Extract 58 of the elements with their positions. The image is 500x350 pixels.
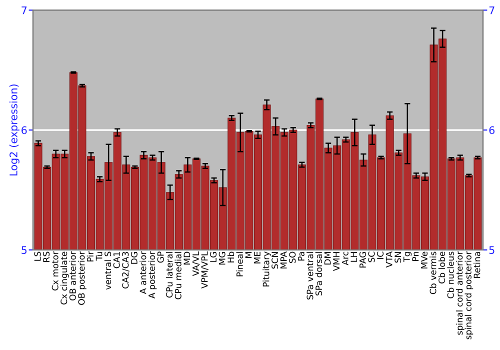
x-tick-label: MG	[218, 252, 226, 265]
x-tick-label: LS	[34, 252, 41, 261]
x-tick-label: VTA	[386, 251, 392, 268]
x-tick-label: M	[245, 252, 252, 258]
x-tick-label: MPA	[280, 251, 287, 268]
x-tick-label: Pa	[298, 252, 304, 261]
y2-tick-label: 5	[489, 246, 494, 254]
x-tick-label: Pituitary	[262, 252, 271, 286]
x-tick-label: MD	[184, 252, 190, 265]
x-tick-label: A posterior	[148, 251, 157, 298]
x-tick-label: VA/VL	[192, 251, 200, 276]
x-tick-label: spinal cord posterior	[464, 251, 474, 340]
y-axis-title: Log2 (expression)	[9, 84, 20, 176]
x-tick-label: GP	[157, 252, 164, 263]
x-tick-label: CA2/CA3	[122, 252, 130, 288]
x-tick-label: SPa ventral	[306, 252, 314, 300]
x-tick-label: ventral S	[104, 252, 112, 290]
x-tick-label: Retina	[474, 252, 480, 278]
x-tick-label: SO	[289, 252, 296, 263]
x-tick-label: Hb	[227, 252, 234, 262]
x-tick-label: PAG	[359, 252, 366, 268]
x-tick-label: Pir	[86, 251, 94, 262]
x-tick-label: DG	[130, 252, 138, 264]
y-tick-label: 6	[22, 126, 27, 134]
x-tick-label: Tg	[404, 252, 412, 262]
y-tick-label: 5	[22, 246, 27, 254]
x-tick-label: Cx cingulate	[60, 252, 69, 305]
x-tick-label: Cb nucleus	[447, 252, 454, 298]
x-tick-label: CA1	[113, 252, 120, 268]
x-tick-label: SCN	[272, 252, 278, 269]
x-tick-label: OB anterior	[69, 251, 76, 300]
x-tick-label: CPu lateral	[166, 252, 173, 298]
x-tick-label: RS	[43, 252, 50, 262]
x-tick-label: VPM/VPL	[201, 251, 208, 289]
x-tick-label: LH	[350, 252, 358, 262]
x-tick-label: OB posterior	[78, 251, 86, 305]
x-tick-label: spinal cord anterior	[456, 251, 464, 335]
x-tick-label: CPu medial	[174, 252, 182, 300]
x-tick-label: LG	[210, 252, 217, 262]
x-tick-label: Pineal	[236, 252, 243, 276]
y2-tick-label: 7	[489, 6, 494, 14]
x-tick-label: DM	[324, 252, 331, 265]
x-tick-label: SPa dorsal	[315, 252, 322, 296]
x-tick-label: SC	[368, 252, 375, 262]
x-tick-label: IC	[377, 252, 384, 259]
x-tick-label: A anterior	[140, 251, 146, 294]
x-tick-label: Arc	[342, 252, 348, 266]
x-tick-label: MVe	[421, 252, 428, 268]
x-tick-label: Tu	[96, 252, 102, 261]
x-tick-label: Cb lobe	[438, 252, 446, 284]
x-tick-label: VMH	[333, 252, 340, 272]
x-tick-label: Cx motor	[52, 251, 58, 290]
y2-tick-label: 6	[489, 126, 495, 134]
x-tick-label: SN	[394, 252, 402, 263]
x-tick-label: Pn	[412, 252, 419, 261]
y-tick-label: 7	[22, 6, 27, 14]
x-tick-label: ME	[254, 252, 260, 264]
x-tick-label: Cb vermis	[430, 252, 436, 294]
